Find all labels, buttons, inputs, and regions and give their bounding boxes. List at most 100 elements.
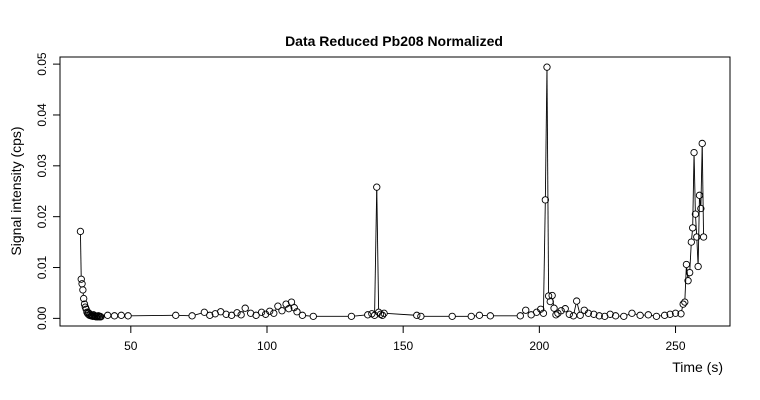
data-point bbox=[584, 309, 593, 317]
series-line-segment bbox=[573, 304, 577, 313]
series-line-segment bbox=[697, 198, 700, 264]
series-lines bbox=[80, 70, 704, 317]
data-point bbox=[557, 307, 565, 315]
data-point bbox=[188, 312, 196, 320]
data-point bbox=[257, 308, 266, 316]
data-point bbox=[689, 224, 697, 232]
series-line-segment bbox=[576, 304, 580, 313]
data-point bbox=[539, 309, 548, 317]
data-point bbox=[695, 191, 704, 199]
data-point bbox=[347, 312, 356, 320]
series-line-segment bbox=[700, 146, 703, 206]
data-point bbox=[546, 297, 554, 306]
data-point bbox=[690, 148, 698, 157]
series-line-segment bbox=[80, 234, 82, 277]
data-point bbox=[576, 311, 584, 319]
series-line-segment bbox=[354, 314, 365, 317]
series-line-segment bbox=[693, 155, 696, 211]
data-point bbox=[628, 309, 636, 317]
data-point bbox=[206, 311, 214, 319]
x-tick-label: 100 bbox=[257, 339, 277, 353]
data-point bbox=[278, 307, 286, 315]
data-point bbox=[699, 233, 708, 241]
data-point bbox=[660, 311, 669, 319]
series-line-segment bbox=[376, 190, 380, 310]
data-point bbox=[595, 312, 603, 320]
y-tick-label: 0.02 bbox=[35, 205, 49, 229]
y-tick-label: 0.04 bbox=[35, 103, 49, 127]
data-point bbox=[522, 306, 530, 314]
data-point bbox=[475, 311, 484, 319]
series-line-segment bbox=[387, 313, 414, 316]
data-point bbox=[620, 312, 628, 320]
data-point bbox=[516, 312, 524, 320]
data-point bbox=[541, 196, 549, 204]
x-tick-label: 200 bbox=[529, 339, 549, 353]
data-point bbox=[691, 210, 700, 218]
data-point bbox=[561, 305, 569, 313]
data-point bbox=[611, 312, 620, 320]
data-point bbox=[270, 309, 278, 317]
y-tick-label: 0.00 bbox=[35, 306, 49, 330]
y-axis-label: Signal intensity (cps) bbox=[8, 126, 24, 255]
data-point bbox=[687, 238, 695, 246]
data-point bbox=[413, 311, 421, 319]
data-point bbox=[652, 312, 661, 320]
data-point bbox=[698, 139, 706, 148]
data-point bbox=[285, 305, 293, 313]
data-point bbox=[573, 297, 581, 305]
data-point bbox=[80, 300, 89, 308]
data-point bbox=[76, 227, 85, 236]
data-point bbox=[274, 302, 282, 310]
data-point bbox=[694, 262, 702, 271]
data-point bbox=[79, 286, 87, 294]
data-point bbox=[552, 311, 560, 319]
x-tick-label: 50 bbox=[124, 339, 138, 353]
data-point bbox=[77, 275, 85, 283]
x-axis-label: Time (s) bbox=[672, 359, 723, 375]
data-point bbox=[550, 304, 558, 312]
y-tick-label: 0.03 bbox=[35, 154, 49, 178]
data-point bbox=[682, 260, 691, 269]
data-point bbox=[606, 310, 614, 318]
data-point bbox=[636, 311, 644, 319]
data-point bbox=[679, 300, 687, 308]
series-line-segment bbox=[681, 307, 683, 311]
data-point bbox=[252, 311, 260, 319]
data-point bbox=[671, 309, 680, 317]
data-point bbox=[298, 311, 307, 319]
series-line-segment bbox=[686, 267, 689, 278]
series-points bbox=[76, 63, 708, 321]
series-line-segment bbox=[692, 155, 695, 225]
series-line-segment bbox=[696, 240, 699, 264]
data-point bbox=[590, 310, 598, 318]
series-line-segment bbox=[695, 217, 698, 234]
chart-title: Data Reduced Pb208 Normalized bbox=[285, 33, 503, 49]
data-point bbox=[373, 183, 381, 191]
data-point bbox=[486, 312, 494, 320]
series-line-segment bbox=[701, 146, 704, 234]
data-point bbox=[80, 294, 88, 303]
data-point bbox=[686, 268, 694, 277]
data-point bbox=[681, 298, 689, 306]
data-point bbox=[364, 311, 372, 319]
data-point bbox=[378, 311, 387, 319]
y-tick-label: 0.01 bbox=[35, 256, 49, 280]
data-point bbox=[172, 311, 180, 319]
data-point bbox=[110, 312, 119, 320]
data-point bbox=[543, 63, 551, 71]
data-point bbox=[697, 204, 705, 213]
data-point bbox=[548, 291, 556, 300]
data-point bbox=[644, 311, 652, 319]
series-line-segment bbox=[543, 203, 546, 311]
data-point bbox=[684, 277, 692, 285]
data-point bbox=[677, 310, 685, 318]
series-line-segment bbox=[546, 70, 550, 293]
series-line-segment bbox=[544, 70, 548, 197]
y-tick-label: 0.05 bbox=[35, 52, 49, 76]
data-point bbox=[293, 308, 301, 316]
data-point bbox=[448, 312, 456, 320]
x-axis: 50 100 150 200 250 bbox=[124, 326, 686, 353]
data-point bbox=[117, 311, 125, 319]
